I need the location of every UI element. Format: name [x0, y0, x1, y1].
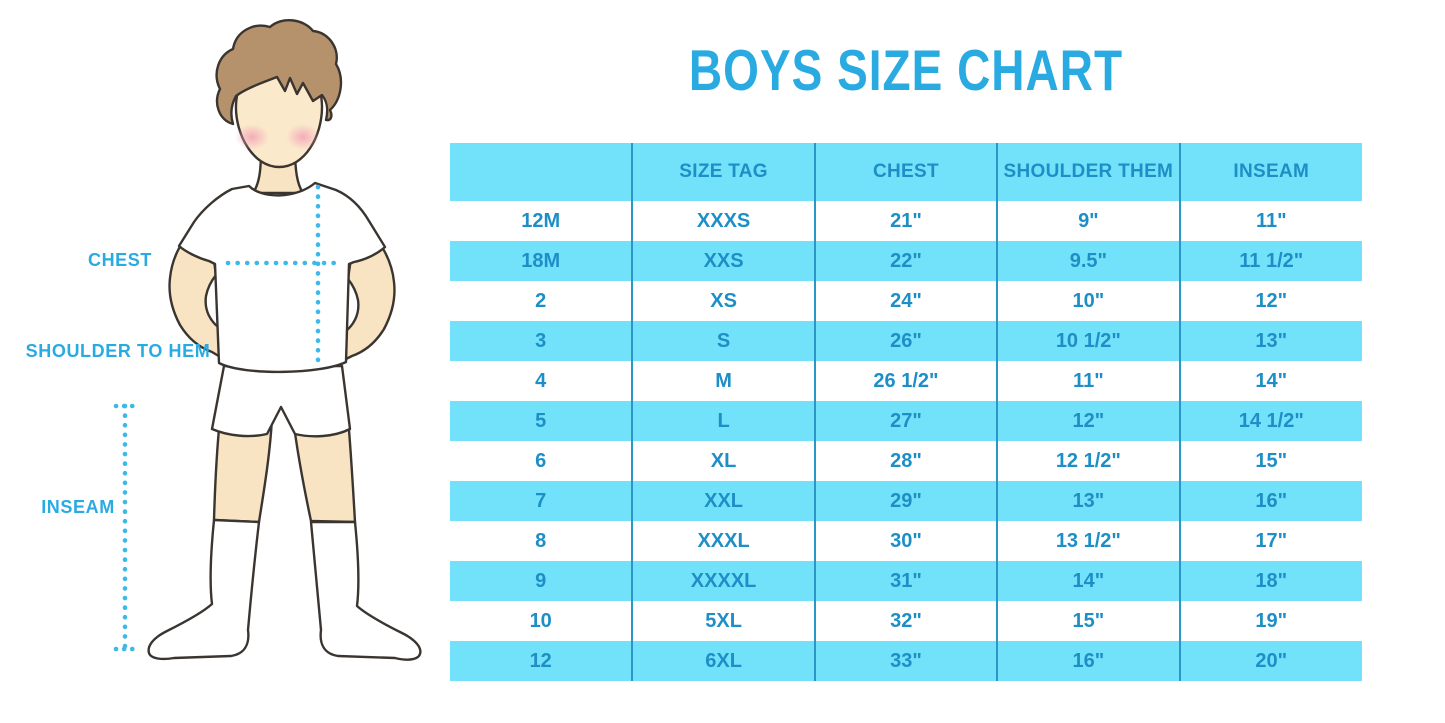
value-cell: XS [631, 281, 815, 321]
size-cell: 18M [450, 241, 633, 281]
boy-measurement-diagram: CHEST SHOULDER TO HEM INSEAM [0, 0, 450, 723]
value-cell: 11 1/2" [1178, 241, 1362, 281]
value-cell: 17" [1178, 521, 1362, 561]
header-row: SIZE TAG CHEST SHOULDER THEM INSEAM [450, 143, 1362, 201]
table-row: 9 XXXXL 31" 14" 18" [450, 561, 1362, 601]
value-cell: 27" [813, 401, 998, 441]
chest-label: CHEST [87, 250, 152, 270]
table-row: 6 XL 28" 12 1/2" 15" [450, 441, 1362, 481]
value-cell: 10 1/2" [996, 321, 1180, 361]
value-cell: L [631, 401, 815, 441]
value-cell: 33" [813, 641, 998, 681]
value-cell: 28" [813, 441, 998, 481]
table-row: 2 XS 24" 10" 12" [450, 281, 1362, 321]
header-cell-size [450, 143, 633, 201]
shoulder-to-hem-label: SHOULDER TO HEM [25, 341, 211, 361]
value-cell: 12 1/2" [996, 441, 1180, 481]
value-cell: 18" [1178, 561, 1362, 601]
page-title: BOYS SIZE CHART [688, 37, 1124, 103]
size-cell: 12M [450, 201, 633, 241]
value-cell: XXS [631, 241, 815, 281]
table-row: 18M XXS 22" 9.5" 11 1/2" [450, 241, 1362, 281]
value-cell: XXXXL [631, 561, 815, 601]
value-cell: 24" [813, 281, 998, 321]
value-cell: 16" [1178, 481, 1362, 521]
value-cell: 12" [1178, 281, 1362, 321]
value-cell: 9.5" [996, 241, 1180, 281]
table-row: 8 XXXL 30" 13 1/2" 17" [450, 521, 1362, 561]
value-cell: XXXS [631, 201, 815, 241]
size-cell: 5 [450, 401, 633, 441]
value-cell: 22" [813, 241, 998, 281]
value-cell: 5XL [631, 601, 815, 641]
value-cell: 11" [996, 361, 1180, 401]
table-row: 3 S 26" 10 1/2" 13" [450, 321, 1362, 361]
size-cell: 6 [450, 441, 633, 481]
value-cell: 21" [813, 201, 998, 241]
table-row: 4 M 26 1/2" 11" 14" [450, 361, 1362, 401]
value-cell: M [631, 361, 815, 401]
size-cell: 7 [450, 481, 633, 521]
size-cell: 9 [450, 561, 633, 601]
value-cell: XXL [631, 481, 815, 521]
size-table-body: 12M XXXS 21" 9" 11" 18M XXS 22" 9.5" 11 1/2" 2 XS 24… [450, 201, 1362, 681]
shorts [210, 364, 352, 438]
header-cell-chest: CHEST [813, 143, 998, 201]
value-cell: 26" [813, 321, 998, 361]
right-sock [309, 520, 422, 661]
value-cell: 14" [996, 561, 1180, 601]
size-cell: 4 [450, 361, 633, 401]
value-cell: 6XL [631, 641, 815, 681]
value-cell: 14" [1178, 361, 1362, 401]
size-cell: 10 [450, 601, 633, 641]
value-cell: 20" [1178, 641, 1362, 681]
value-cell: 16" [996, 641, 1180, 681]
size-cell: 8 [450, 521, 633, 561]
value-cell: 15" [996, 601, 1180, 641]
value-cell: 32" [813, 601, 998, 641]
value-cell: 10" [996, 281, 1180, 321]
value-cell: S [631, 321, 815, 361]
value-cell: 11" [1178, 201, 1362, 241]
table-row: 5 L 27" 12" 14 1/2" [450, 401, 1362, 441]
table-row: 10 5XL 32" 15" 19" [450, 601, 1362, 641]
size-cell: 2 [450, 281, 633, 321]
value-cell: 26 1/2" [813, 361, 998, 401]
inseam-label: INSEAM [41, 497, 115, 517]
header-cell-inseam: INSEAM [1178, 143, 1362, 201]
value-cell: XXXL [631, 521, 815, 561]
t-shirt [177, 181, 387, 374]
size-table-header: SIZE TAG CHEST SHOULDER THEM INSEAM [450, 143, 1362, 201]
header-cell-shoulder-them: SHOULDER THEM [996, 143, 1180, 201]
boy-illustration [113, 19, 422, 661]
value-cell: 13 1/2" [996, 521, 1180, 561]
right-cheek-blush [286, 124, 320, 150]
size-cell: 3 [450, 321, 633, 361]
value-cell: 14 1/2" [1178, 401, 1362, 441]
hair [215, 19, 343, 126]
value-cell: 19" [1178, 601, 1362, 641]
value-cell: 12" [996, 401, 1180, 441]
value-cell: XL [631, 441, 815, 481]
header-cell-size-tag: SIZE TAG [631, 143, 815, 201]
value-cell: 13" [1178, 321, 1362, 361]
value-cell: 31" [813, 561, 998, 601]
size-cell: 12 [450, 641, 633, 681]
value-cell: 15" [1178, 441, 1362, 481]
value-cell: 13" [996, 481, 1180, 521]
table-row: 12M XXXS 21" 9" 11" [450, 201, 1362, 241]
value-cell: 30" [813, 521, 998, 561]
value-cell: 29" [813, 481, 998, 521]
value-cell: 9" [996, 201, 1180, 241]
table-row: 12 6XL 33" 16" 20" [450, 641, 1362, 681]
left-sock [147, 518, 261, 661]
table-row: 7 XXL 29" 13" 16" [450, 481, 1362, 521]
left-cheek-blush [235, 124, 269, 150]
size-table: SIZE TAG CHEST SHOULDER THEM INSEAM 12M X… [450, 143, 1362, 681]
